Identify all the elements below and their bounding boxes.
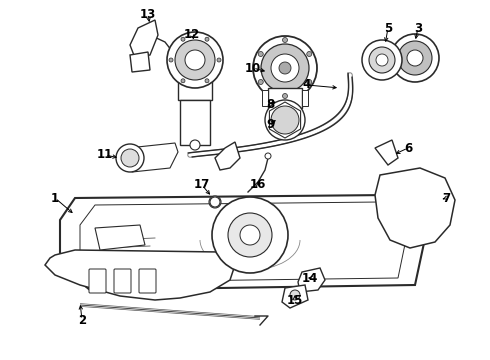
Circle shape: [265, 100, 305, 140]
FancyBboxPatch shape: [89, 269, 106, 293]
Polygon shape: [215, 142, 240, 170]
Text: 6: 6: [404, 141, 412, 154]
Circle shape: [279, 62, 291, 74]
Circle shape: [261, 44, 309, 92]
Circle shape: [271, 54, 299, 82]
FancyBboxPatch shape: [139, 269, 156, 293]
Polygon shape: [282, 285, 308, 308]
Circle shape: [181, 79, 185, 83]
Circle shape: [169, 58, 173, 62]
Text: 9: 9: [266, 118, 274, 131]
Circle shape: [175, 40, 215, 80]
Circle shape: [205, 79, 209, 83]
Circle shape: [258, 51, 263, 57]
Text: 16: 16: [250, 179, 266, 192]
Polygon shape: [95, 225, 145, 250]
Circle shape: [121, 149, 139, 167]
Circle shape: [283, 94, 288, 99]
Circle shape: [362, 40, 402, 80]
Text: 13: 13: [140, 9, 156, 22]
Text: 7: 7: [442, 192, 450, 204]
Circle shape: [185, 50, 205, 70]
Polygon shape: [262, 90, 268, 106]
Circle shape: [271, 106, 299, 134]
Text: 3: 3: [414, 22, 422, 35]
Circle shape: [116, 144, 144, 172]
Text: 2: 2: [78, 314, 86, 327]
Polygon shape: [298, 268, 325, 292]
Polygon shape: [302, 90, 308, 106]
Circle shape: [210, 197, 220, 207]
Circle shape: [258, 80, 263, 85]
Polygon shape: [178, 60, 212, 100]
Polygon shape: [45, 250, 235, 300]
Circle shape: [209, 196, 221, 208]
Polygon shape: [268, 88, 302, 108]
Circle shape: [181, 37, 185, 41]
Polygon shape: [130, 20, 158, 58]
Polygon shape: [180, 100, 210, 145]
Circle shape: [391, 34, 439, 82]
Polygon shape: [128, 143, 178, 172]
Circle shape: [290, 290, 300, 300]
Text: 12: 12: [184, 28, 200, 41]
FancyBboxPatch shape: [114, 269, 131, 293]
Text: 4: 4: [303, 78, 311, 91]
Circle shape: [307, 80, 312, 85]
Circle shape: [240, 225, 260, 245]
Circle shape: [228, 213, 272, 257]
Circle shape: [205, 37, 209, 41]
Text: 15: 15: [287, 293, 303, 306]
Polygon shape: [60, 195, 430, 290]
Circle shape: [369, 47, 395, 73]
Circle shape: [407, 50, 423, 66]
Circle shape: [307, 51, 312, 57]
Circle shape: [217, 58, 221, 62]
Text: 8: 8: [266, 99, 274, 112]
Polygon shape: [375, 140, 398, 165]
Circle shape: [212, 197, 288, 273]
Text: 11: 11: [97, 148, 113, 162]
Circle shape: [253, 36, 317, 100]
Circle shape: [376, 54, 388, 66]
Circle shape: [190, 140, 200, 150]
Text: 5: 5: [384, 22, 392, 35]
Circle shape: [265, 153, 271, 159]
Circle shape: [398, 41, 432, 75]
Text: 17: 17: [194, 179, 210, 192]
Text: 1: 1: [51, 192, 59, 204]
Polygon shape: [130, 52, 150, 72]
Polygon shape: [375, 168, 455, 248]
Text: 10: 10: [245, 62, 261, 75]
Text: 14: 14: [302, 271, 318, 284]
Circle shape: [283, 37, 288, 42]
Circle shape: [167, 32, 223, 88]
